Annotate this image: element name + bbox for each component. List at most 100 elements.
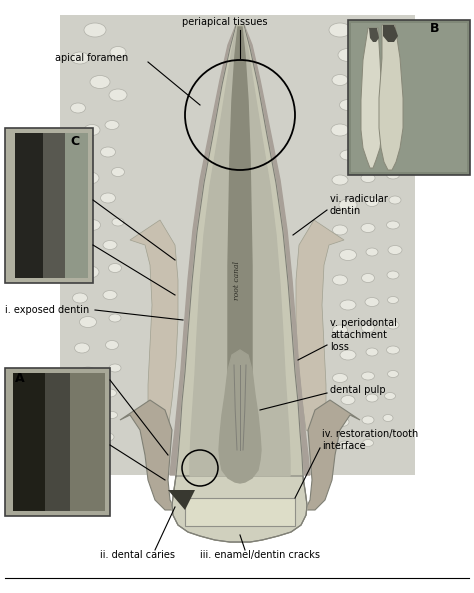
Polygon shape [172,476,307,542]
Polygon shape [369,28,379,42]
Bar [5,368,110,516]
Ellipse shape [74,343,90,353]
Ellipse shape [82,413,98,422]
Polygon shape [383,25,398,42]
Text: C: C [70,135,79,148]
Ellipse shape [84,125,100,135]
Ellipse shape [365,97,380,107]
Polygon shape [379,25,403,170]
Ellipse shape [112,218,124,226]
Ellipse shape [109,314,121,322]
Ellipse shape [365,47,380,57]
Ellipse shape [107,412,118,419]
Bar [351,23,467,172]
Ellipse shape [105,120,119,129]
Ellipse shape [339,250,356,260]
Bar [185,498,295,526]
Polygon shape [361,28,382,168]
Ellipse shape [332,175,348,185]
Ellipse shape [75,391,89,400]
Ellipse shape [389,95,401,104]
Bar [13,373,45,511]
Bar [45,373,70,511]
Bar [15,133,43,278]
Ellipse shape [100,147,116,157]
Ellipse shape [90,75,110,88]
Polygon shape [296,220,344,435]
Ellipse shape [389,196,401,204]
Ellipse shape [73,293,88,303]
Ellipse shape [109,364,121,372]
Ellipse shape [103,389,117,397]
Ellipse shape [340,350,356,360]
Ellipse shape [103,291,117,299]
Ellipse shape [109,263,121,273]
Ellipse shape [382,27,398,37]
Ellipse shape [362,416,374,424]
Bar [70,373,105,511]
Ellipse shape [365,197,379,206]
Text: i. exposed dentin: i. exposed dentin [5,305,89,315]
Ellipse shape [332,325,347,335]
Ellipse shape [84,23,106,37]
Ellipse shape [332,275,347,285]
Ellipse shape [386,221,400,229]
Ellipse shape [366,248,378,256]
Ellipse shape [332,75,348,85]
Polygon shape [130,220,178,435]
Ellipse shape [386,44,404,56]
Ellipse shape [387,321,399,329]
Ellipse shape [356,22,374,34]
Ellipse shape [361,74,375,82]
Text: ii. dental caries: ii. dental caries [100,550,175,560]
Ellipse shape [362,324,374,333]
Ellipse shape [71,103,85,113]
Polygon shape [190,26,290,476]
Ellipse shape [388,246,402,254]
Ellipse shape [81,172,99,184]
Text: iv. restoration/tooth
interface: iv. restoration/tooth interface [322,429,418,451]
Ellipse shape [386,346,400,354]
Text: v. periodontal
attachment
loss: v. periodontal attachment loss [330,318,397,352]
Ellipse shape [74,243,90,253]
Bar [65,133,88,278]
Ellipse shape [388,371,399,378]
Ellipse shape [85,456,99,464]
Ellipse shape [331,124,349,136]
Polygon shape [168,490,195,510]
Ellipse shape [362,372,374,380]
Text: dental pulp: dental pulp [330,385,386,395]
Ellipse shape [80,367,96,377]
Polygon shape [172,25,307,542]
Polygon shape [228,27,252,475]
Text: apical foramen: apical foramen [55,53,128,63]
Ellipse shape [384,393,395,400]
Text: periapical tissues: periapical tissues [182,17,268,27]
Bar [43,133,65,278]
Ellipse shape [383,415,393,422]
Text: vi. radicular
dentin: vi. radicular dentin [330,194,388,216]
Ellipse shape [386,171,400,179]
Ellipse shape [100,193,116,203]
Ellipse shape [340,150,356,160]
Ellipse shape [339,100,356,110]
Ellipse shape [387,271,399,279]
Polygon shape [120,400,175,510]
Ellipse shape [72,149,89,161]
Ellipse shape [339,199,357,211]
Ellipse shape [102,433,114,441]
Polygon shape [170,25,310,475]
Ellipse shape [106,340,118,349]
Ellipse shape [385,70,401,80]
Ellipse shape [340,300,356,310]
Text: iii. enamel/dentin cracks: iii. enamel/dentin cracks [200,550,320,560]
Ellipse shape [388,296,399,304]
Ellipse shape [386,120,400,129]
Bar [348,20,470,175]
Ellipse shape [361,174,375,183]
Ellipse shape [389,146,401,154]
Ellipse shape [362,123,374,132]
Ellipse shape [71,52,89,64]
Ellipse shape [81,266,99,278]
Ellipse shape [338,49,358,62]
